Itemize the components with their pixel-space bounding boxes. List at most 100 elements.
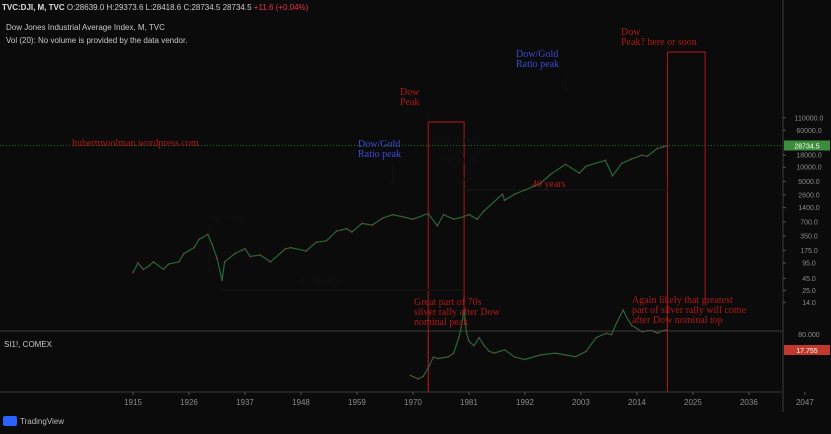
dow-data-point — [539, 182, 542, 185]
arrow-dow-peak-1973-head — [425, 115, 432, 121]
y-tick-label: 45.0 — [802, 276, 816, 283]
dow-data-point — [221, 279, 223, 282]
silver-data-point — [524, 358, 526, 361]
silver-data-point — [622, 309, 624, 311]
symbol-header: TVC:DJI, M, TVC O:28639.0 H:29373.6 L:28… — [2, 3, 308, 12]
dow-data-point — [350, 231, 353, 233]
silver-data-point — [417, 378, 419, 380]
x-tick-label: 2036 — [740, 398, 758, 407]
x-tick-label: 1959 — [348, 398, 366, 407]
dow-peak-future-box — [666, 51, 706, 392]
dow-data-point — [249, 255, 251, 258]
silver-data-point — [503, 349, 506, 351]
x-tick-label: 1915 — [124, 398, 142, 407]
x-tick-label: 2014 — [628, 398, 646, 407]
y-tick-label: 18000.0 — [796, 153, 821, 160]
arrow-dow-peak-future-head — [664, 45, 671, 51]
dow-data-point — [524, 189, 526, 191]
silver-data-point — [610, 333, 613, 336]
silver-data-point — [427, 367, 430, 369]
y-tick-label: 2600.0 — [798, 192, 820, 199]
x-tick-label: 2047 — [796, 398, 814, 407]
silver-data-point — [447, 355, 450, 358]
tradingview-logo-icon — [3, 416, 17, 426]
arrow-ratio-peak-2000-head — [562, 87, 569, 93]
symbol-label[interactable]: TVC:DJI, M, TVC — [2, 3, 65, 12]
silver-data-point — [432, 356, 435, 358]
dow-data-point — [259, 254, 262, 256]
silver-data-point — [646, 329, 648, 332]
annotation-dow-peak-1973: Dow Peak — [400, 87, 420, 108]
last-value: 28734.5 — [222, 3, 252, 12]
dow-data-point — [147, 265, 150, 268]
y-tick-label: 10000.0 — [796, 165, 821, 172]
silver-data-point — [488, 350, 491, 353]
annotation-dow-peak-soon: Dow Peak? here or soon — [621, 27, 697, 48]
dow-data-point — [216, 257, 218, 260]
dow-data-point — [193, 246, 195, 249]
dow-data-point — [345, 227, 348, 230]
silver-data-point — [564, 354, 567, 356]
dow-data-point — [620, 162, 623, 165]
annotation-40-5-years: 40.5years — [300, 275, 339, 286]
dow-data-point — [371, 224, 374, 226]
silver-data-point — [463, 309, 465, 311]
dow-data-point — [503, 199, 506, 202]
dow-data-point — [361, 222, 363, 225]
watermark-text: hubertmoolman.wordpress.com — [72, 138, 199, 149]
silver-data-point — [636, 327, 638, 330]
annotation-ratio-peak-2000: Dow/Gold Ratio peak — [516, 49, 560, 70]
dow-data-point — [167, 263, 170, 266]
silver-data-point — [641, 331, 643, 333]
dow-data-point — [630, 157, 633, 160]
silver-data-point — [483, 344, 486, 347]
dow-data-point — [381, 217, 384, 220]
dow-data-point — [206, 233, 209, 236]
silver-data-point — [615, 322, 618, 324]
silver-data-point — [605, 332, 608, 334]
x-tick-label: 1981 — [460, 398, 478, 407]
silver-data-point — [554, 352, 557, 354]
dow-data-point — [177, 261, 180, 263]
dow-data-point — [335, 230, 338, 232]
y-tick-label: 700.0 — [800, 219, 818, 226]
last-price-box — [784, 140, 830, 151]
dow-data-point — [427, 212, 430, 215]
silver-data-point — [460, 326, 463, 329]
change-value: +11.6 (+0.04%) — [253, 3, 309, 12]
silver-data-point — [575, 355, 577, 358]
x-tick-label: 1926 — [180, 398, 198, 407]
dow-data-point — [244, 247, 246, 250]
dow-data-point — [269, 261, 272, 263]
silver-data-point — [656, 332, 659, 334]
arrow-ratio-peak-1966-head — [389, 179, 396, 185]
dow-data-point — [585, 165, 587, 168]
tradingview-logo[interactable]: TradingView — [3, 416, 64, 426]
annotation-70s-silver-rally: Great part of 70s silver rally after Dow… — [414, 297, 500, 328]
dow-data-point — [142, 268, 145, 271]
dow-data-point — [483, 209, 486, 212]
silver-data-point — [595, 336, 597, 339]
y-tick-label: 25.0 — [802, 288, 816, 295]
silver-series-line — [410, 308, 668, 380]
volume-note: Vol (20): No volume is provided by the d… — [6, 36, 188, 45]
silver-data-point — [468, 340, 470, 343]
x-tick-label: 1992 — [516, 398, 534, 407]
silver-data-point — [661, 329, 664, 332]
dow-data-point — [462, 215, 465, 218]
dow-data-point — [210, 243, 213, 245]
arrow-jul-1932-head — [206, 267, 213, 273]
dow-data-point — [564, 163, 567, 166]
dow-data-point — [289, 246, 292, 249]
y-tick-label: 175.0 — [800, 248, 818, 255]
x-tick-label: 1948 — [292, 398, 310, 407]
y-tick-label: 350.0 — [800, 234, 818, 241]
silver-data-point — [457, 336, 460, 339]
y-tick-label: 14.0 — [802, 300, 816, 307]
lower-pane-label: SI1!, COMEX — [4, 340, 53, 349]
silver-data-point — [651, 329, 653, 332]
y-tick-label: 5000.0 — [798, 179, 820, 186]
dow-data-point — [611, 174, 614, 177]
dow-data-point — [223, 261, 226, 263]
